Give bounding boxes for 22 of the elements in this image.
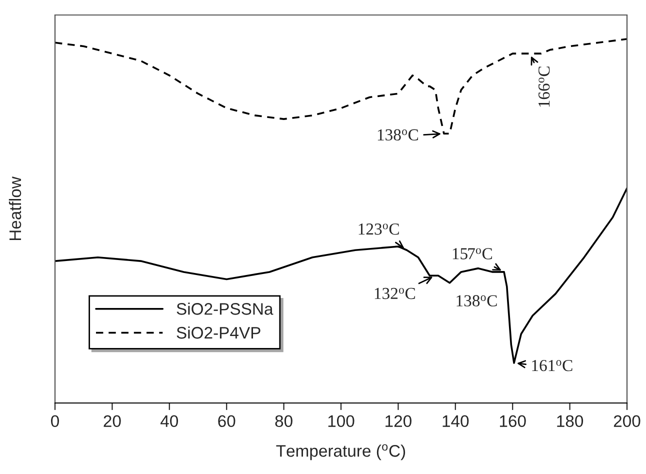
x-tick-label: 100 — [328, 415, 354, 428]
annotation: 132$^{o}$C — [374, 288, 415, 300]
legend-label: SiO2-PSSNa — [176, 302, 274, 315]
x-tick-label: 20 — [104, 415, 121, 428]
x-tick-label: 160 — [500, 415, 526, 428]
x-tick-label: 40 — [160, 415, 178, 428]
x-tick-label: 120 — [386, 415, 412, 428]
x-tick-label: 60 — [218, 415, 236, 428]
annotation: 123$^{o}$C — [358, 224, 399, 235]
x-tick-label: 140 — [442, 415, 469, 428]
x-axis-title: Temperature ($^{o}$C) — [276, 444, 406, 460]
x-tick-label: 200 — [614, 415, 640, 428]
legend-label: SiO2-P4VP — [176, 326, 260, 339]
x-tick-label: 0 — [51, 415, 59, 428]
y-axis-title: Heatflow — [8, 176, 22, 240]
annotation: 138$^{o}$C — [378, 129, 418, 141]
x-tick-label: 180 — [557, 415, 584, 428]
annotation: 161$^{o}$C — [532, 360, 572, 372]
x-tick-label: 80 — [275, 415, 292, 428]
annotation: 157$^{o}$C — [452, 248, 492, 260]
annotation: 166$^{o}$C — [538, 66, 550, 107]
annotation: 138$^{o}$C — [456, 295, 497, 306]
